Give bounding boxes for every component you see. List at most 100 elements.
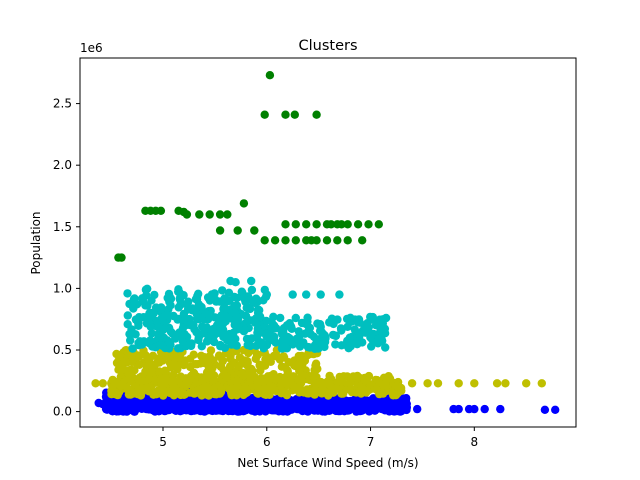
data-point [353, 317, 362, 327]
data-point [454, 379, 463, 388]
data-point [454, 404, 463, 414]
data-point [295, 331, 304, 340]
data-point [239, 199, 249, 208]
data-point [353, 220, 363, 229]
data-point [121, 357, 130, 366]
data-point [218, 286, 227, 295]
data-point [262, 290, 271, 299]
data-point [125, 329, 134, 339]
data-point [116, 381, 125, 391]
data-point [205, 210, 214, 219]
data-point [389, 390, 398, 399]
data-point [377, 321, 386, 331]
data-point [265, 397, 275, 406]
data-point [290, 110, 299, 119]
data-point [168, 398, 178, 407]
data-point [361, 328, 370, 337]
data-point [205, 352, 214, 361]
data-point [98, 379, 108, 388]
data-point [175, 294, 184, 303]
data-point [217, 311, 226, 320]
y-axis: 0.0 0.5 1.0 1.5 2.0 2.5 [53, 97, 80, 419]
data-point [296, 354, 305, 363]
data-point [259, 344, 268, 353]
data-point [363, 319, 372, 328]
data-point [216, 353, 225, 362]
data-point [342, 314, 352, 324]
data-point [492, 379, 502, 388]
data-point [159, 386, 168, 395]
data-point [312, 110, 321, 119]
data-point [312, 220, 321, 229]
data-point [345, 378, 355, 388]
y-offset-label: 1e6 [80, 41, 103, 55]
data-point [281, 110, 290, 119]
data-point [371, 316, 380, 325]
data-point [268, 382, 277, 391]
data-point [392, 381, 402, 391]
data-point [433, 379, 443, 388]
data-point [154, 356, 164, 365]
data-point [250, 402, 259, 411]
data-point [291, 313, 300, 323]
data-point [316, 386, 326, 395]
data-point [198, 322, 207, 331]
data-point [270, 332, 279, 341]
data-point [370, 406, 380, 415]
data-point [407, 379, 417, 388]
data-point [352, 407, 361, 416]
data-point [291, 220, 300, 229]
data-point [237, 369, 247, 378]
data-point [210, 295, 220, 304]
y-tick-label: 2.0 [53, 158, 72, 172]
data-point [215, 210, 225, 219]
data-point [166, 327, 176, 337]
data-point [117, 253, 126, 262]
data-point [243, 340, 252, 350]
data-point [203, 293, 213, 302]
data-point [178, 323, 188, 332]
data-point [123, 289, 132, 298]
data-point [326, 220, 336, 229]
data-point [470, 404, 479, 414]
data-point [423, 379, 432, 388]
data-point [149, 308, 158, 317]
data-point [350, 325, 359, 334]
data-point [246, 374, 255, 383]
data-point [336, 376, 346, 385]
data-point [413, 404, 422, 414]
data-point [302, 399, 312, 409]
data-point [353, 371, 362, 381]
data-point [255, 306, 264, 315]
data-point [241, 311, 251, 321]
data-point [162, 310, 172, 319]
data-point [178, 337, 187, 346]
data-point [277, 388, 286, 398]
data-point [310, 386, 319, 395]
data-point [286, 376, 296, 385]
data-point [256, 376, 266, 385]
data-point [275, 355, 285, 364]
data-point [176, 300, 185, 310]
data-point [237, 287, 246, 296]
data-point [135, 360, 144, 369]
data-point [226, 351, 235, 361]
data-point [336, 324, 346, 333]
y-axis-label: Population [29, 211, 43, 274]
data-point [181, 402, 190, 411]
data-point [330, 331, 339, 340]
data-point [210, 289, 219, 298]
data-point [310, 344, 320, 353]
data-point [260, 384, 269, 393]
data-point [293, 404, 302, 413]
data-point [269, 406, 279, 415]
data-point [133, 389, 142, 398]
data-point [207, 368, 216, 377]
data-point [191, 295, 201, 304]
data-point [201, 309, 210, 318]
data-point [381, 380, 390, 389]
data-point [148, 351, 158, 360]
data-point [276, 313, 285, 323]
data-point [230, 308, 240, 318]
